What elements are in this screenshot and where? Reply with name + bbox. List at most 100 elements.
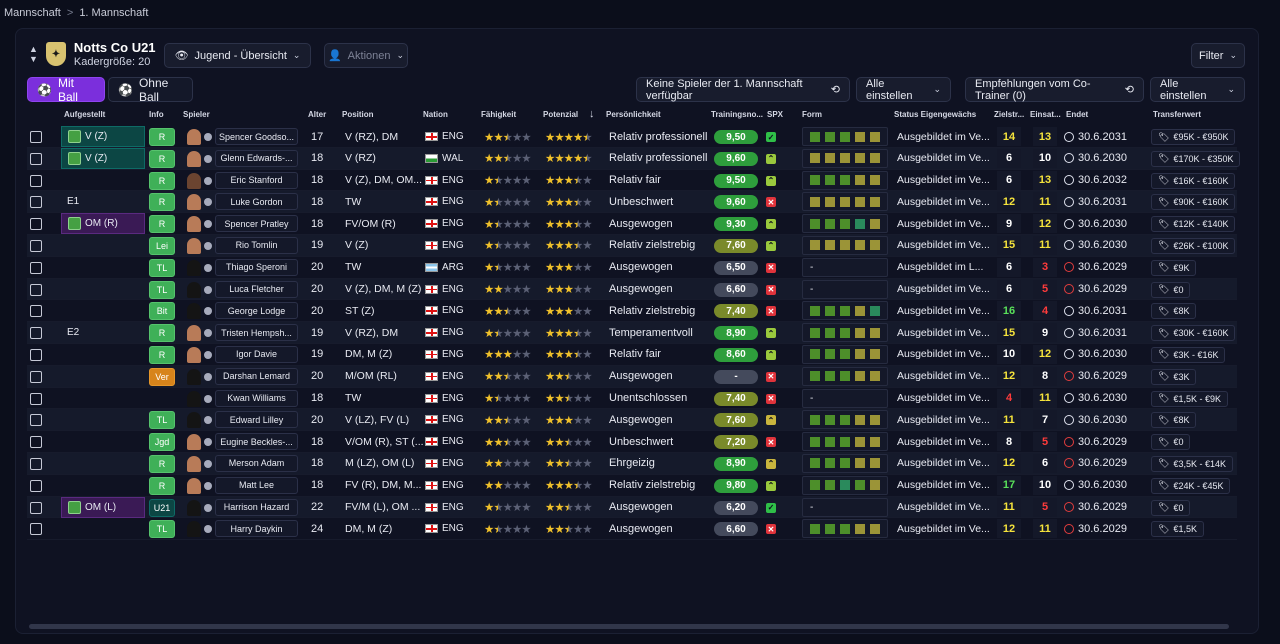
- lineup-slot[interactable]: [61, 518, 145, 539]
- transfer-value[interactable]: 🏷 €0: [1151, 281, 1191, 298]
- info-badge[interactable]: R: [149, 324, 175, 343]
- col-player[interactable]: Spieler: [183, 110, 210, 119]
- player-name-button[interactable]: Harrison Hazard: [215, 498, 298, 516]
- row-checkbox[interactable]: [30, 174, 42, 187]
- row-checkbox[interactable]: [30, 305, 42, 318]
- transfer-value[interactable]: 🏷 €95K - €950K: [1151, 129, 1236, 145]
- row-checkbox[interactable]: [30, 196, 42, 209]
- transfer-value[interactable]: 🏷 €1,5K - €9K: [1151, 390, 1228, 407]
- lineup-slot[interactable]: OM (L): [61, 496, 145, 518]
- row-checkbox[interactable]: [30, 501, 42, 514]
- lineup-slot[interactable]: [61, 388, 145, 409]
- col-training[interactable]: Trainingsno...: [711, 110, 764, 119]
- table-row[interactable]: Lei Rio Tomlin 19 V (Z) ENG ★ ★ ★ ★ ★ ★ ★ ★ ★ ★ Relativ…: [27, 234, 1237, 257]
- team-switch-arrows[interactable]: ▲ ▼: [29, 44, 38, 64]
- transfer-value[interactable]: 🏷 €26K - €100K: [1151, 237, 1236, 254]
- sort-arrow-icon[interactable]: ↓: [589, 108, 595, 120]
- player-name-button[interactable]: Luca Fletcher: [215, 280, 298, 298]
- actions-button[interactable]: 👤 Aktionen ⌄: [324, 43, 408, 68]
- row-checkbox[interactable]: [30, 348, 42, 361]
- info-badge[interactable]: TL: [149, 520, 175, 539]
- row-checkbox[interactable]: [30, 436, 42, 449]
- player-name-button[interactable]: Spencer Goodso...: [215, 128, 298, 145]
- row-checkbox[interactable]: [30, 370, 42, 383]
- row-checkbox[interactable]: [30, 327, 42, 340]
- row-checkbox[interactable]: [30, 479, 42, 492]
- transfer-value[interactable]: 🏷 €12K - €140K: [1151, 216, 1236, 233]
- transfer-value[interactable]: 🏷 €3K: [1151, 368, 1197, 385]
- lineup-slot[interactable]: [61, 257, 145, 278]
- lineup-slot[interactable]: [61, 170, 145, 191]
- player-name-button[interactable]: Merson Adam: [215, 454, 298, 472]
- table-row[interactable]: TL Luca Fletcher 20 V (Z), DM, M (Z) ENG ★ ★ ★ ★…: [27, 278, 1237, 301]
- row-checkbox[interactable]: [30, 131, 42, 143]
- col-lineup[interactable]: Aufgestellt: [64, 110, 106, 119]
- table-row[interactable]: Jgd Eugine Beckles-... 18 V/OM (R), ST (...…: [27, 431, 1237, 453]
- col-position[interactable]: Position: [342, 110, 374, 119]
- table-row[interactable]: Kwan Williams 18 TW ENG ★ ★ ★ ★ ★ ★ ★ ★ ★ ★ Unentschlo…: [27, 388, 1237, 410]
- table-row[interactable]: V (Z) R Spencer Goodso... 17 V (RZ), DM ENG ★ ★…: [27, 126, 1237, 148]
- breadcrumb-root[interactable]: Mannschaft: [4, 7, 61, 19]
- player-name-button[interactable]: George Lodge: [215, 302, 298, 320]
- table-row[interactable]: OM (R) R Spencer Pratley 18 FV/OM (R) ENG ★ ★ ★ ★…: [27, 213, 1237, 235]
- lineup-slot[interactable]: [61, 475, 145, 496]
- row-checkbox[interactable]: [30, 152, 42, 165]
- breadcrumb-current[interactable]: 1. Mannschaft: [79, 7, 149, 19]
- col-form[interactable]: Form: [802, 110, 822, 119]
- transfer-value[interactable]: 🏷 €8K: [1151, 303, 1197, 320]
- tab-ohne-ball[interactable]: ⚽ Ohne Ball: [108, 76, 193, 104]
- table-row[interactable]: R Eric Stanford 18 V (Z), DM, OM... ENG ★ ★ ★ ★ ★…: [27, 170, 1237, 192]
- transfer-value[interactable]: 🏷 €90K - €160K: [1151, 194, 1236, 211]
- no-players-button[interactable]: Keine Spieler der 1. Mannschaft verfügba…: [636, 77, 850, 102]
- col-personality[interactable]: Persönlichkeit: [606, 110, 661, 119]
- row-checkbox[interactable]: [30, 414, 42, 427]
- row-checkbox[interactable]: [30, 523, 42, 536]
- info-badge[interactable]: R: [149, 171, 175, 190]
- info-badge[interactable]: R: [149, 193, 175, 212]
- info-badge[interactable]: R: [149, 476, 175, 495]
- filter-button[interactable]: Filter ⌄: [1191, 43, 1245, 68]
- player-name-button[interactable]: Rio Tomlin: [215, 236, 298, 254]
- col-potential[interactable]: Potenzial: [543, 110, 579, 119]
- info-badge[interactable]: Bit: [149, 302, 175, 321]
- col-nation[interactable]: Nation: [423, 110, 448, 119]
- player-name-button[interactable]: Luke Gordon: [215, 193, 298, 211]
- info-badge[interactable]: Ver: [149, 367, 175, 386]
- transfer-value[interactable]: 🏷 €16K - €160K: [1151, 172, 1236, 189]
- lineup-slot[interactable]: [61, 453, 145, 474]
- col-value[interactable]: Transferwert: [1153, 110, 1202, 119]
- player-name-button[interactable]: Darshan Lemard: [215, 367, 298, 385]
- lineup-slot[interactable]: [61, 409, 145, 430]
- player-name-button[interactable]: Thiago Speroni: [215, 258, 298, 276]
- table-row[interactable]: TL Thiago Speroni 20 TW ARG ★ ★ ★ ★ ★ ★ ★ ★ ★ ★ Ausgewo…: [27, 257, 1237, 279]
- player-name-button[interactable]: Spencer Pratley: [215, 215, 298, 233]
- player-name-button[interactable]: Eugine Beckles-...: [215, 433, 298, 451]
- transfer-value[interactable]: 🏷 €0: [1151, 434, 1191, 451]
- table-row[interactable]: OM (L) U21 Harrison Hazard 22 FV/M (L), OM .…: [27, 496, 1237, 519]
- info-badge[interactable]: R: [149, 345, 175, 364]
- info-badge[interactable]: Lei: [149, 236, 175, 255]
- lineup-slot[interactable]: E2: [61, 322, 145, 343]
- recommendations-button[interactable]: Empfehlungen vom Co-Trainer (0) ⟲: [965, 77, 1144, 102]
- table-row[interactable]: TL Edward Lilley 20 V (LZ), FV (L) ENG ★ ★ ★ ★ ★ ★…: [27, 409, 1237, 432]
- info-badge[interactable]: Jgd: [149, 433, 175, 452]
- lineup-slot[interactable]: [61, 279, 145, 300]
- lineup-slot[interactable]: [61, 235, 145, 256]
- row-checkbox[interactable]: [30, 261, 42, 274]
- player-name-button[interactable]: Eric Stanford: [215, 171, 298, 189]
- transfer-value[interactable]: 🏷 €0: [1151, 499, 1191, 516]
- info-badge[interactable]: U21: [149, 498, 175, 517]
- table-row[interactable]: TL Harry Daykin 24 DM, M (Z) ENG ★ ★ ★ ★ ★ ★ ★ ★ ★ ★ Au…: [27, 518, 1237, 541]
- row-checkbox[interactable]: [30, 239, 42, 252]
- col-info[interactable]: Info: [149, 110, 164, 119]
- table-row[interactable]: V (Z) R Glenn Edwards-... 18 V (RZ) WAL ★ ★ ★ ★ ★ ★…: [27, 147, 1241, 170]
- set-all-button-1[interactable]: Alle einstellen ⌄: [856, 77, 951, 102]
- info-badge[interactable]: TL: [149, 280, 175, 299]
- row-checkbox[interactable]: [30, 392, 42, 405]
- lineup-slot[interactable]: OM (R): [61, 213, 145, 235]
- info-badge[interactable]: R: [149, 149, 175, 168]
- info-badge[interactable]: R: [149, 454, 175, 473]
- transfer-value[interactable]: 🏷 €9K: [1151, 259, 1197, 276]
- col-spx[interactable]: SPX: [767, 110, 784, 119]
- player-name-button[interactable]: Edward Lilley: [215, 411, 298, 429]
